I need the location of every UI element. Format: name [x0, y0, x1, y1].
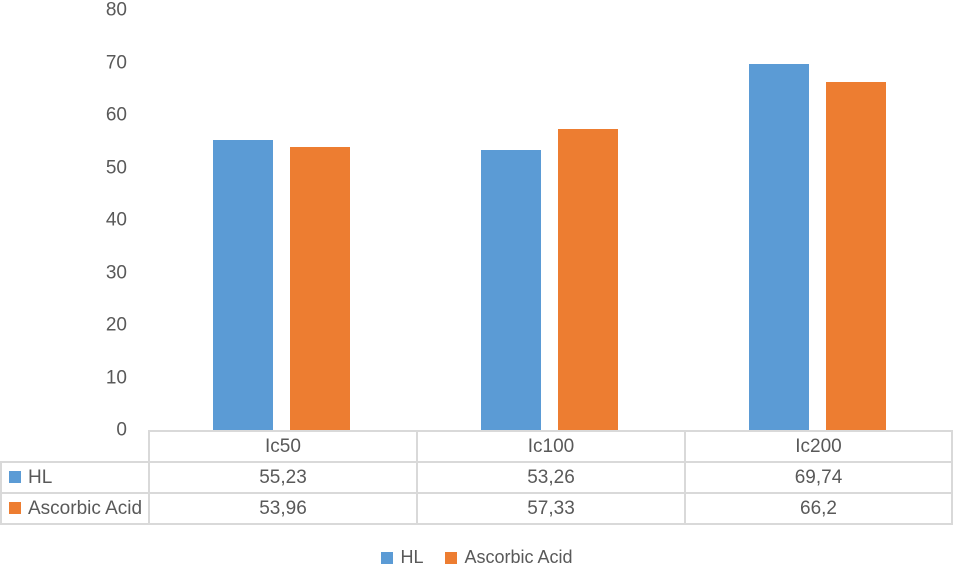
table-value-cell-hl-ic100: 53,26	[416, 461, 686, 494]
table-value-cell-ascorbic-acid-ic50: 53,96	[148, 492, 418, 525]
y-tick-label-0: 0	[116, 419, 127, 441]
bar-ascorbic-acid-ic100	[558, 129, 618, 430]
bar-ascorbic-acid-ic200	[825, 82, 886, 430]
data-table: Ic50 Ic100 Ic200 HL 55,23 53,26 69,74 Ascorbic …	[0, 430, 953, 525]
series-key-swatch-ascorbic-acid	[9, 501, 21, 514]
table-value-cell-hl-ic200: 69,74	[684, 461, 953, 494]
legend-label: HL	[400, 547, 424, 567]
bar-hl-ic50	[213, 140, 274, 430]
bar-hl-ic200	[748, 64, 809, 430]
bar-ascorbic-acid-ic50	[290, 147, 351, 430]
series-name: Ascorbic Acid	[28, 497, 143, 519]
y-tick-label-60: 60	[105, 104, 127, 126]
chart-legend: HL Ascorbic Acid	[0, 547, 954, 568]
bar-group-ic50	[148, 10, 416, 430]
legend-swatch-hl	[381, 551, 394, 564]
y-tick-label-70: 70	[105, 52, 127, 73]
y-axis: 0 10 20 30 40 50 60 70 80	[0, 0, 127, 445]
table-value-cell-ascorbic-acid-ic100: 57,33	[416, 492, 686, 525]
table-row-ascorbic-acid: Ascorbic Acid 53,96 57,33 66,2	[0, 492, 953, 525]
bar-group-ic100	[416, 10, 684, 430]
table-value-cell-hl-ic50: 55,23	[148, 461, 418, 494]
table-header-cell-ic50: Ic50	[148, 430, 418, 463]
bar-hl-ic100	[481, 150, 541, 430]
table-value-cell-ascorbic-acid-ic200: 66,2	[684, 492, 953, 525]
table-header-row: Ic50 Ic100 Ic200	[1, 430, 953, 463]
y-tick-label-20: 20	[105, 314, 127, 336]
table-header-cell-ic100: Ic100	[416, 430, 686, 463]
y-tick-label-30: 30	[105, 262, 127, 283]
legend-swatch-ascorbic-acid	[445, 551, 458, 564]
table-header-cell-ic200: Ic200	[684, 430, 953, 463]
series-label-cell-ascorbic-acid: Ascorbic Acid	[0, 492, 150, 525]
legend-item-hl: HL	[381, 547, 423, 568]
table-row-hl: HL 55,23 53,26 69,74	[0, 461, 953, 494]
legend-label: Ascorbic Acid	[464, 547, 573, 567]
bar-group-ic200	[683, 10, 951, 430]
y-tick-label-40: 40	[105, 209, 127, 231]
table-corner-cell	[1, 431, 149, 462]
series-key-swatch-hl	[9, 470, 21, 483]
series-name: HL	[28, 466, 53, 488]
plot-area	[148, 10, 951, 430]
legend-item-ascorbic-acid: Ascorbic Acid	[445, 547, 573, 568]
y-tick-label-80: 80	[105, 0, 127, 21]
y-tick-label-50: 50	[105, 157, 127, 178]
series-label-cell-hl: HL	[0, 461, 150, 494]
y-tick-label-10: 10	[105, 367, 127, 388]
